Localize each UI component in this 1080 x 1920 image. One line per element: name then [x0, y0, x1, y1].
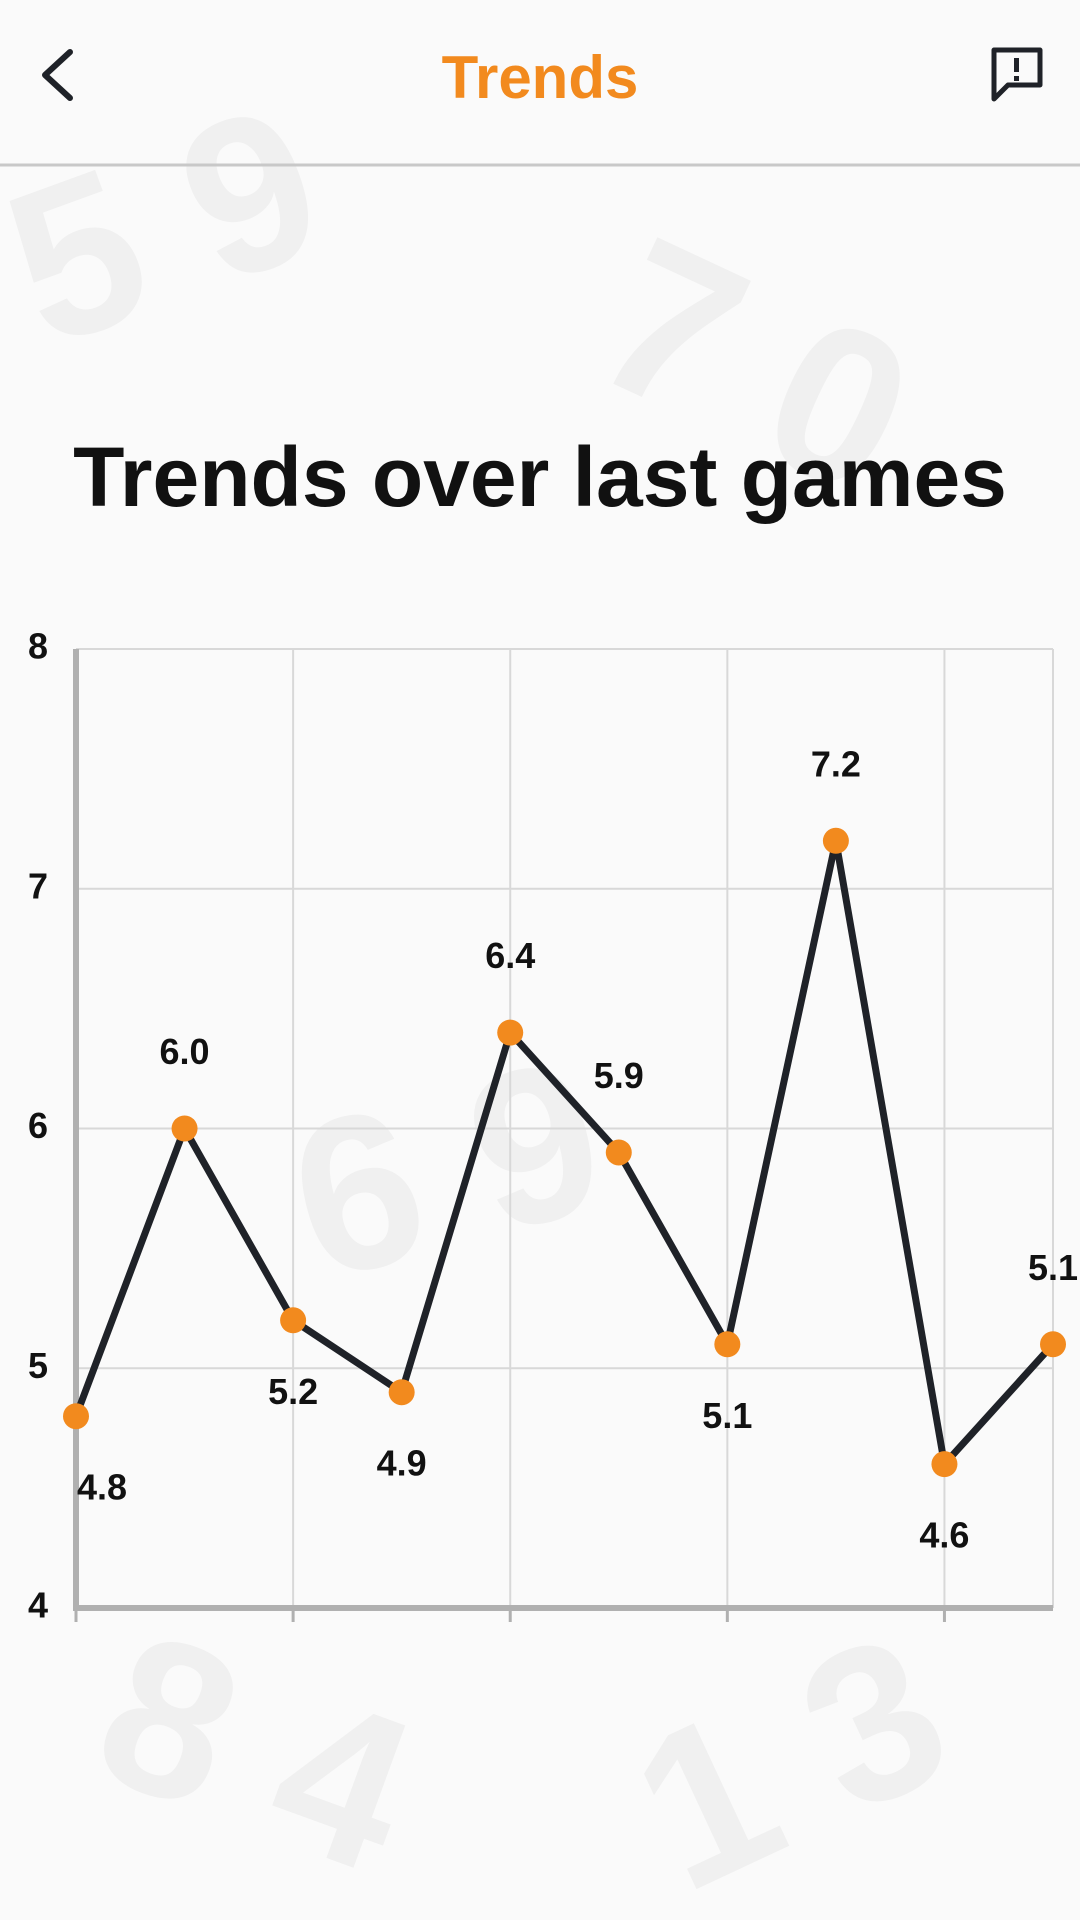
point	[605, 1139, 632, 1166]
point	[280, 1307, 307, 1334]
point	[63, 1403, 89, 1430]
chart-title: Trends over last games	[73, 430, 1007, 524]
value-label: 4.9	[377, 1443, 427, 1484]
y-tick-label: 5	[28, 1345, 48, 1386]
value-label: 7.2	[811, 743, 861, 784]
feedback-icon-mark	[1014, 58, 1019, 72]
value-label: 6.4	[485, 935, 535, 976]
point	[714, 1331, 741, 1358]
feedback-button[interactable]	[991, 47, 1043, 102]
feedback-icon-dot	[1014, 76, 1019, 81]
value-label: 5.2	[268, 1371, 318, 1412]
back-button[interactable]	[42, 49, 73, 101]
y-tick-label: 7	[28, 865, 48, 906]
point	[171, 1115, 198, 1142]
value-label: 5.1	[702, 1395, 752, 1436]
point	[931, 1451, 958, 1478]
value-label: 4.8	[77, 1467, 127, 1508]
value-label: 5.1	[1028, 1247, 1078, 1288]
point	[497, 1019, 524, 1046]
y-tick-label: 6	[28, 1105, 48, 1146]
point	[822, 827, 849, 854]
y-tick-label: 8	[28, 626, 48, 667]
point	[388, 1379, 415, 1406]
header-title: Trends	[442, 44, 639, 111]
value-label: 6.0	[160, 1031, 210, 1072]
value-label: 5.9	[594, 1055, 644, 1096]
line-series	[72, 837, 1056, 1468]
value-label: 4.6	[919, 1515, 969, 1556]
point	[1040, 1331, 1066, 1358]
y-tick-label: 4	[28, 1585, 48, 1626]
feedback-icon	[991, 47, 1043, 102]
